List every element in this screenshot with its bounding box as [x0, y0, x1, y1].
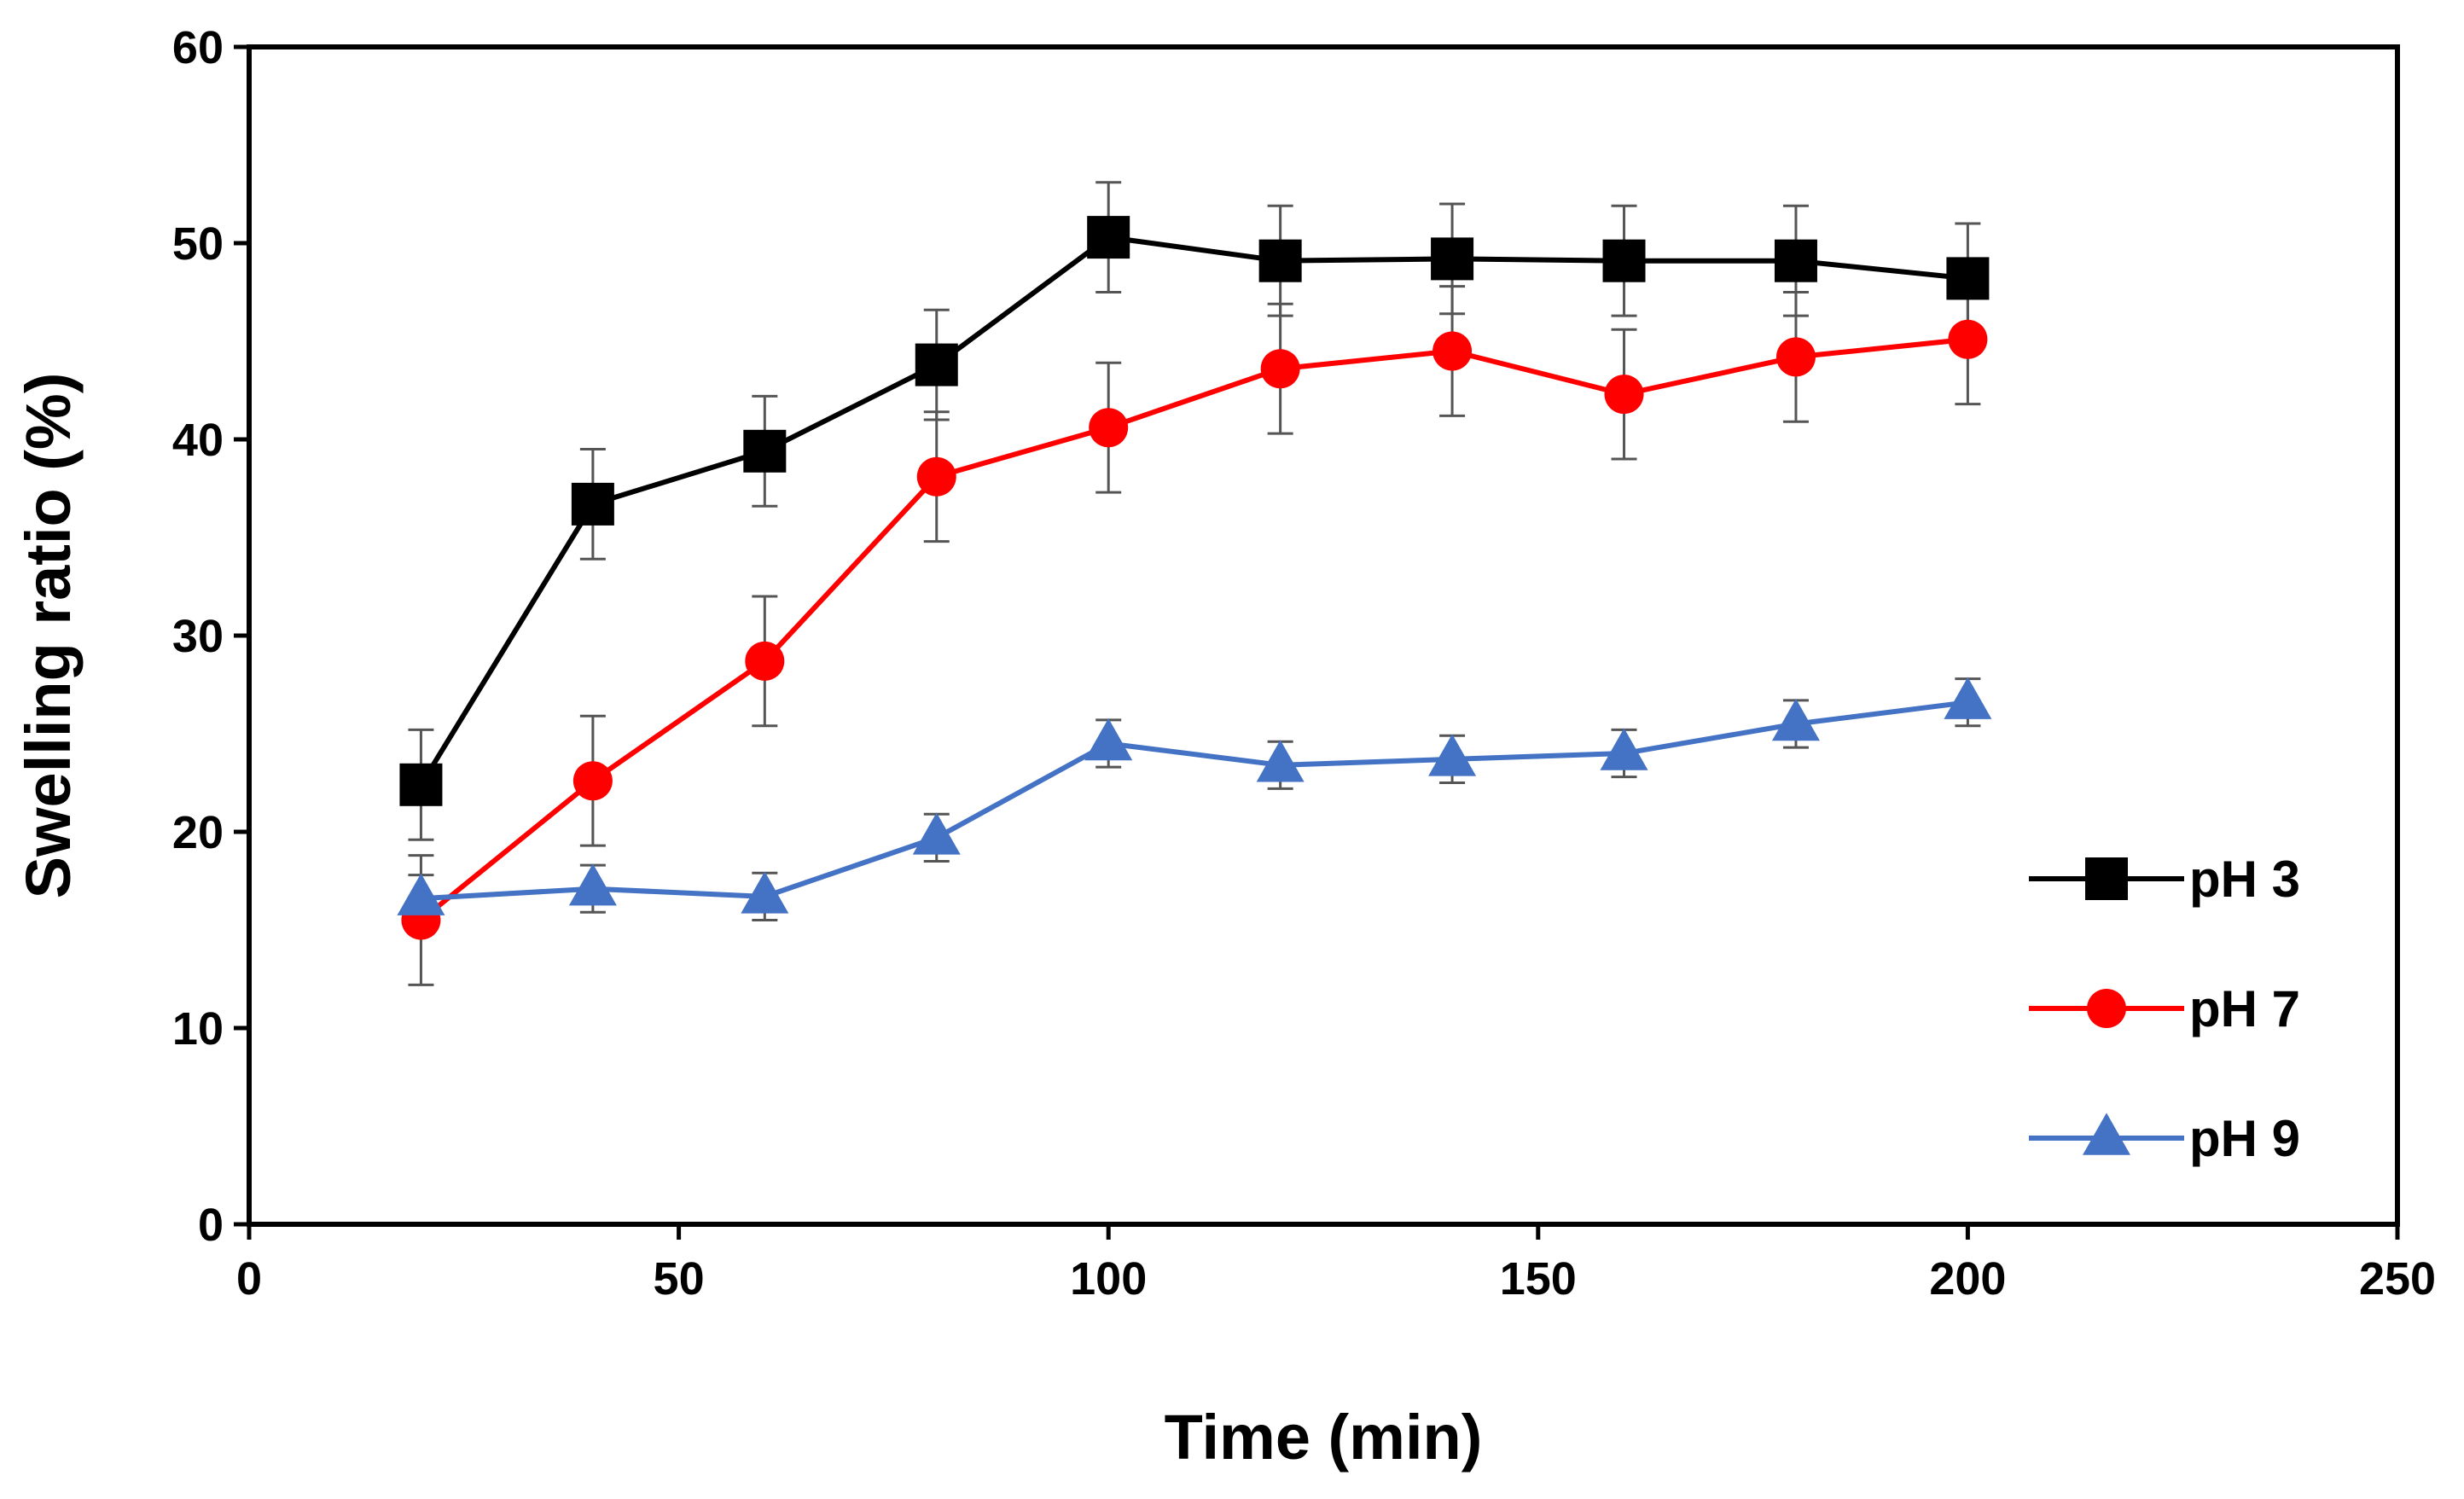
legend-marker-ph9	[2083, 1113, 2130, 1155]
legend: pH 3 pH 7 pH 9	[2029, 851, 2300, 1167]
data-point-ph9	[397, 873, 445, 915]
data-point-ph7	[1260, 349, 1300, 389]
plot-frame	[247, 44, 2400, 1227]
y-tick-label: 60	[172, 22, 224, 73]
x-tick-label: 100	[1070, 1253, 1147, 1304]
data-point-ph7	[1432, 331, 1473, 371]
data-point-ph3	[1946, 257, 1990, 300]
data-point-ph9	[1600, 728, 1648, 770]
data-point-ph7	[1775, 337, 1816, 377]
data-point-ph9	[1084, 718, 1133, 761]
data-point-ph7	[1089, 408, 1129, 448]
data-point-ph7	[1948, 319, 1988, 359]
y-tick-label: 40	[172, 415, 224, 466]
data-point-ph9	[1771, 698, 1820, 741]
series-line-ph3	[418, 235, 1968, 787]
data-point-ph7	[1604, 375, 1644, 415]
data-point-ph3	[399, 763, 443, 806]
y-tick-label: 20	[172, 807, 224, 858]
data-point-ph7	[745, 641, 785, 681]
series-line-ph9	[421, 700, 1968, 902]
series-line-ph7	[419, 336, 1968, 922]
data-point-ph3	[571, 482, 614, 526]
data-point-ph3	[1431, 237, 1474, 281]
y-axis-title: Swelling ratio (%)	[13, 373, 84, 899]
data-point-ph9	[568, 863, 617, 906]
data-point-ph3	[1087, 216, 1130, 259]
x-tick-label: 200	[1929, 1253, 2006, 1304]
y-tick-label: 30	[172, 611, 224, 662]
data-point-ph7	[916, 456, 956, 497]
data-point-ph3	[743, 429, 787, 473]
y-tick-label: 10	[172, 1003, 224, 1055]
legend-label-ph7: pH 7	[2189, 980, 2300, 1037]
markers-layer	[397, 216, 1992, 940]
legend-marker-ph7	[2087, 989, 2126, 1028]
legend-marker-ph3	[2085, 857, 2128, 900]
data-point-ph3	[1258, 239, 1302, 282]
x-tick-label: 250	[2359, 1253, 2436, 1304]
data-point-ph3	[1774, 239, 1817, 282]
data-point-ph7	[572, 761, 613, 801]
error-bars-layer	[408, 181, 1981, 986]
data-point-ph9	[912, 812, 961, 855]
y-tick-label: 50	[172, 218, 224, 270]
axes-layer: 0 50 100 150 200 250 0 10 20 30 40 50 60	[172, 22, 2436, 1304]
x-axis-title: Time (min)	[1165, 1402, 1483, 1473]
x-tick-label: 0	[236, 1253, 262, 1304]
data-point-ph3	[915, 343, 958, 386]
data-point-ph9	[1944, 677, 1992, 719]
y-tick-label: 0	[198, 1200, 224, 1251]
series-lines-layer	[418, 235, 1968, 922]
data-point-ph9	[1428, 734, 1477, 776]
legend-label-ph9: pH 9	[2189, 1110, 2300, 1167]
data-point-ph9	[1256, 740, 1305, 782]
data-point-ph3	[1602, 239, 1646, 282]
data-point-ph9	[741, 871, 789, 914]
legend-label-ph3: pH 3	[2189, 851, 2300, 908]
x-tick-label: 50	[654, 1253, 705, 1304]
x-tick-label: 150	[1500, 1253, 1577, 1304]
